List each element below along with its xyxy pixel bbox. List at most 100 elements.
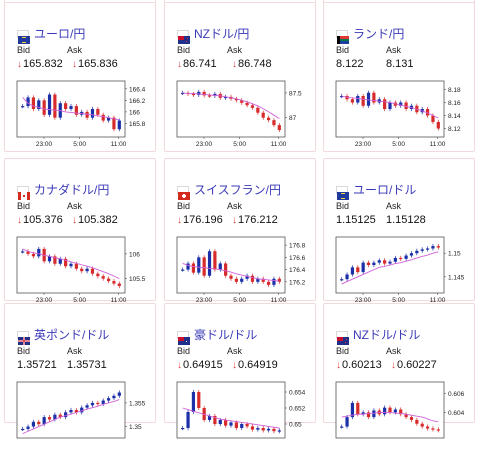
candle [340,279,344,281]
currency-pair-link[interactable]: ユーロ/円 [34,27,86,41]
candle [106,278,111,282]
rate-card[interactable]: 豪ドル/ドル Bid Ask ↓0.64915 ↓0.64919 0.654 0.652 0.… [164,303,316,439]
rate-card[interactable]: ユーロ/ドル Bid Ask 1.15125 1.15128 1.15 1.145 23:00… [323,158,475,304]
candle [361,96,365,106]
candle [47,417,52,420]
ask-price: 105.382 [78,214,118,226]
rate-card[interactable]: ランド/円 Bid Ask 8.122 8.131 8.18 8.16 8.14 8.12 23:… [323,2,475,152]
y-tick-label: 0.652 [289,406,306,413]
rate-card[interactable]: カナダドル/円 Bid Ask ↓105.376 ↓105.382 106 105.5 23:… [4,158,156,304]
y-tick-label: 8.16 [448,100,461,107]
candle [272,428,276,432]
ask-label: Ask [386,45,402,55]
currency-pair-link[interactable]: 豪ドル/ドル [194,328,258,342]
candle [361,262,365,273]
currency-pair-link[interactable]: 英ポンド/ドル [34,328,110,342]
price-chart: 1.355 1.35 [16,381,146,439]
currency-pair-link[interactable]: NZドル/円 [194,27,250,41]
currency-pair-link[interactable]: NZドル/ドル [353,328,421,342]
candle [266,428,271,431]
candle [277,125,281,131]
down-arrow-icon: ↓ [177,59,182,70]
candle [21,106,25,108]
bid-value: ↓165.832 [17,58,63,70]
ch-flag-icon [177,186,190,200]
ask-value: ↓165.836 [72,58,118,70]
bid-value: ↓105.376 [17,214,63,226]
candle [350,99,355,103]
price-chart: 0.606 0.604 [335,381,465,439]
bid-value: ↓86.741 [177,58,217,70]
candle [250,275,255,282]
x-tick-label: 5:00 [233,297,246,304]
candle [415,419,419,424]
candle [393,257,397,262]
candle [366,92,371,106]
ask-label: Ask [227,201,243,211]
price-chart: 0.654 0.652 0.65 [176,381,306,439]
candle [69,106,73,109]
candle [85,111,89,118]
candle [64,103,68,109]
rate-card[interactable]: スイスフラン/円 Bid Ask ↓176.196 ↓176.212 176.8 176.6… [164,158,316,304]
candle [399,257,403,260]
candle [409,253,414,256]
candle [372,92,376,103]
candle [266,117,271,121]
candle [224,420,228,426]
candle [101,114,105,121]
ask-value: 1.15128 [386,214,426,226]
bid-value: ↓0.60213 [336,359,382,371]
ask-price: 0.64919 [238,359,278,371]
x-tick-label: 11:00 [430,141,446,148]
candle [202,91,206,96]
currency-pair-link[interactable]: スイスフラン/円 [194,183,281,197]
currency-pair-link[interactable]: ランド/円 [353,27,405,41]
ask-label: Ask [386,201,402,211]
x-tick-label: 23:00 [196,141,213,148]
candle [213,93,217,96]
candle [245,275,249,279]
candle [383,260,387,264]
candle [181,428,185,430]
candle [218,420,222,424]
candle [356,267,360,273]
bid-value: 8.122 [336,58,364,70]
rate-card[interactable]: 英ポンド/ドル Bid Ask 1.35721 1.35731 1.355 1.35 [4,303,156,439]
ca-flag-icon [17,186,30,200]
candle [58,258,62,264]
candle [256,428,260,430]
candle [404,102,408,109]
candle [191,93,196,96]
currency-pair-link[interactable]: カナダドル/円 [34,183,110,197]
bid-price: 1.15125 [336,214,376,226]
candle [85,405,89,408]
price-chart: 176.8 176.6 176.4 176.2 23:00 5:00 11:00 [176,236,306,304]
candle [234,278,238,282]
ask-price: 176.212 [238,214,278,226]
candle [197,392,201,408]
y-tick-label: 8.12 [448,126,461,133]
currency-pair-link[interactable]: ユーロ/ドル [353,183,417,197]
x-tick-label: 11:00 [271,141,287,148]
za-flag-icon [336,30,349,44]
candle [42,100,46,115]
candle [245,424,249,427]
candle [112,395,116,399]
y-tick-label: 0.606 [448,391,465,398]
rate-card[interactable]: NZドル/円 Bid Ask ↓86.741 ↓86.748 87.5 87 23:00 5:0… [164,2,316,152]
ask-value: ↓0.60227 [391,359,437,371]
rate-card[interactable]: NZドル/ドル Bid Ask ↓0.60213 ↓0.60227 0.606 0.604 [323,303,475,439]
bid-label: Bid [336,45,350,55]
candle [436,246,440,248]
rate-card[interactable]: ユーロ/円 Bid Ask ↓165.832 ↓165.836 166.4 166.2 166… [4,2,156,152]
candle [240,278,244,282]
ask-value: ↓0.64919 [232,359,278,371]
ask-price: 86.748 [238,58,272,70]
candle [181,269,185,271]
ask-label: Ask [386,346,402,356]
chart-container: 166.4 166.2 166 165.8 23:00 5:00 11:00 [16,80,159,153]
candle [266,281,271,285]
candle [90,268,95,274]
candle [112,117,116,130]
